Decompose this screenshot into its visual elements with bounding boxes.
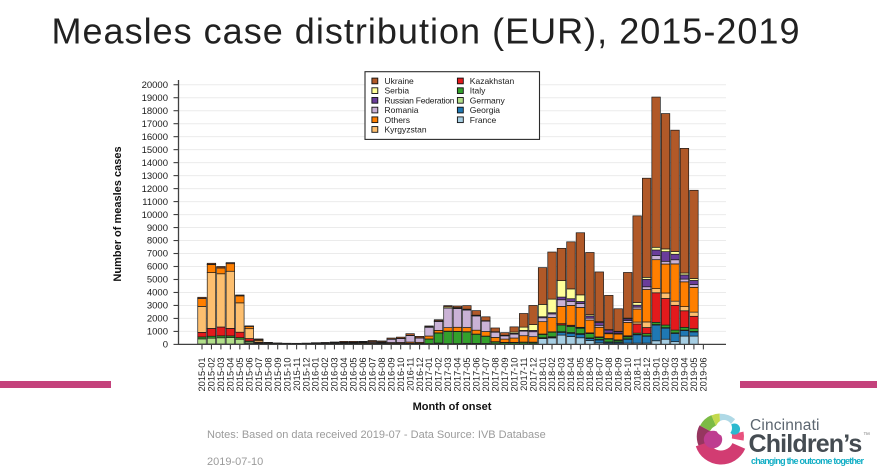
svg-text:2017-11: 2017-11 <box>519 357 529 390</box>
svg-text:2016-06: 2016-06 <box>358 357 368 391</box>
svg-text:2015-09: 2015-09 <box>273 357 283 391</box>
svg-text:8000: 8000 <box>147 236 168 247</box>
svg-text:2016-04: 2016-04 <box>339 357 349 391</box>
svg-text:10000: 10000 <box>142 210 168 221</box>
svg-text:2016-05: 2016-05 <box>349 357 359 391</box>
svg-text:2017-04: 2017-04 <box>453 357 463 391</box>
svg-text:14000: 14000 <box>142 158 168 169</box>
svg-text:2018-02: 2018-02 <box>547 357 557 391</box>
svg-text:13000: 13000 <box>142 171 168 182</box>
svg-text:2016-03: 2016-03 <box>330 357 340 391</box>
svg-text:4000: 4000 <box>147 288 168 299</box>
svg-text:2017-02: 2017-02 <box>434 357 444 391</box>
svg-text:2019-03: 2019-03 <box>670 357 680 391</box>
svg-text:7000: 7000 <box>147 249 168 260</box>
svg-text:Kazakhstan: Kazakhstan <box>470 76 515 86</box>
svg-text:2015-04: 2015-04 <box>226 357 236 391</box>
svg-text:20000: 20000 <box>142 80 168 91</box>
svg-text:Germany: Germany <box>470 95 506 105</box>
svg-text:2018-11: 2018-11 <box>632 357 642 390</box>
svg-text:Measles case distribution (EUR: Measles case distribution (EUR), 2015-20… <box>52 11 800 52</box>
svg-text:France: France <box>470 115 497 125</box>
svg-text:2018-06: 2018-06 <box>585 357 595 391</box>
svg-text:Serbia: Serbia <box>385 86 410 96</box>
svg-text:2015-10: 2015-10 <box>282 357 292 391</box>
svg-text:2018-04: 2018-04 <box>566 357 576 391</box>
svg-text:2015-05: 2015-05 <box>235 357 245 391</box>
svg-text:0: 0 <box>163 340 168 351</box>
svg-text:2017-03: 2017-03 <box>443 357 453 391</box>
svg-text:9000: 9000 <box>147 223 168 234</box>
svg-text:2019-01: 2019-01 <box>651 357 661 391</box>
svg-text:2017-05: 2017-05 <box>462 357 472 391</box>
svg-text:Kyrgyzstan: Kyrgyzstan <box>385 125 427 135</box>
svg-text:Notes: Based on data received: Notes: Based on data received 2019-07 - … <box>207 429 546 441</box>
svg-text:Children’s: Children’s <box>749 430 862 458</box>
svg-text:3000: 3000 <box>147 301 168 312</box>
svg-text:2016-10: 2016-10 <box>396 357 406 391</box>
svg-text:2017-10: 2017-10 <box>509 357 519 391</box>
svg-text:2016-01: 2016-01 <box>311 357 321 391</box>
svg-text:2017-07: 2017-07 <box>481 357 491 391</box>
svg-text:2018-12: 2018-12 <box>642 357 652 391</box>
svg-text:Cincinnati: Cincinnati <box>750 417 820 434</box>
svg-text:Russian Federation: Russian Federation <box>385 95 455 105</box>
svg-text:2000: 2000 <box>147 314 168 325</box>
svg-text:Ukraine: Ukraine <box>385 76 415 86</box>
svg-text:Georgia: Georgia <box>470 105 501 115</box>
svg-text:2015-08: 2015-08 <box>263 357 273 391</box>
svg-text:2019-02: 2019-02 <box>661 357 671 391</box>
svg-text:Romania: Romania <box>385 105 419 115</box>
svg-text:2015-06: 2015-06 <box>245 357 255 391</box>
svg-text:2016-07: 2016-07 <box>367 357 377 391</box>
svg-text:6000: 6000 <box>147 262 168 273</box>
svg-text:Italy: Italy <box>470 86 486 96</box>
svg-text:2018-09: 2018-09 <box>613 357 623 391</box>
svg-text:2017-08: 2017-08 <box>490 357 500 391</box>
svg-text:12000: 12000 <box>142 184 168 195</box>
svg-text:5000: 5000 <box>147 275 168 286</box>
svg-text:1000: 1000 <box>147 327 168 338</box>
svg-text:changing the outcome together: changing the outcome together <box>751 456 864 466</box>
svg-text:2019-05: 2019-05 <box>689 357 699 391</box>
svg-text:2018-08: 2018-08 <box>604 357 614 391</box>
svg-text:2015-02: 2015-02 <box>207 357 217 391</box>
svg-text:Number of measles cases: Number of measles cases <box>112 146 124 281</box>
svg-text:Others: Others <box>385 115 411 125</box>
svg-text:15000: 15000 <box>142 145 168 156</box>
svg-text:2018-05: 2018-05 <box>576 357 586 391</box>
svg-text:2015-11: 2015-11 <box>292 357 302 390</box>
svg-text:2018-07: 2018-07 <box>595 357 605 391</box>
svg-text:16000: 16000 <box>142 132 168 143</box>
svg-text:™: ™ <box>863 432 870 439</box>
svg-text:2017-12: 2017-12 <box>528 357 538 391</box>
svg-text:2016-02: 2016-02 <box>320 357 330 391</box>
svg-text:2017-01: 2017-01 <box>424 357 434 391</box>
svg-text:2015-03: 2015-03 <box>216 357 226 391</box>
svg-text:17000: 17000 <box>142 119 168 130</box>
svg-text:2016-09: 2016-09 <box>386 357 396 391</box>
svg-text:2019-07-10: 2019-07-10 <box>207 456 263 468</box>
svg-text:2018-01: 2018-01 <box>538 357 548 391</box>
svg-text:2019-04: 2019-04 <box>680 357 690 391</box>
svg-text:2019-06: 2019-06 <box>699 357 709 391</box>
svg-text:18000: 18000 <box>142 106 168 117</box>
svg-text:2015-07: 2015-07 <box>254 357 264 391</box>
svg-text:Month of onset: Month of onset <box>413 401 492 413</box>
svg-text:2017-06: 2017-06 <box>472 357 482 391</box>
svg-text:2018-03: 2018-03 <box>557 357 567 391</box>
svg-text:2015-12: 2015-12 <box>301 357 311 391</box>
svg-text:2015-01: 2015-01 <box>197 357 207 391</box>
svg-text:2018-10: 2018-10 <box>623 357 633 391</box>
svg-text:19000: 19000 <box>142 93 168 104</box>
svg-text:2016-11: 2016-11 <box>405 357 415 390</box>
svg-text:2016-12: 2016-12 <box>415 357 425 391</box>
svg-text:2017-09: 2017-09 <box>500 357 510 391</box>
svg-text:11000: 11000 <box>142 197 168 208</box>
svg-text:2016-08: 2016-08 <box>377 357 387 391</box>
